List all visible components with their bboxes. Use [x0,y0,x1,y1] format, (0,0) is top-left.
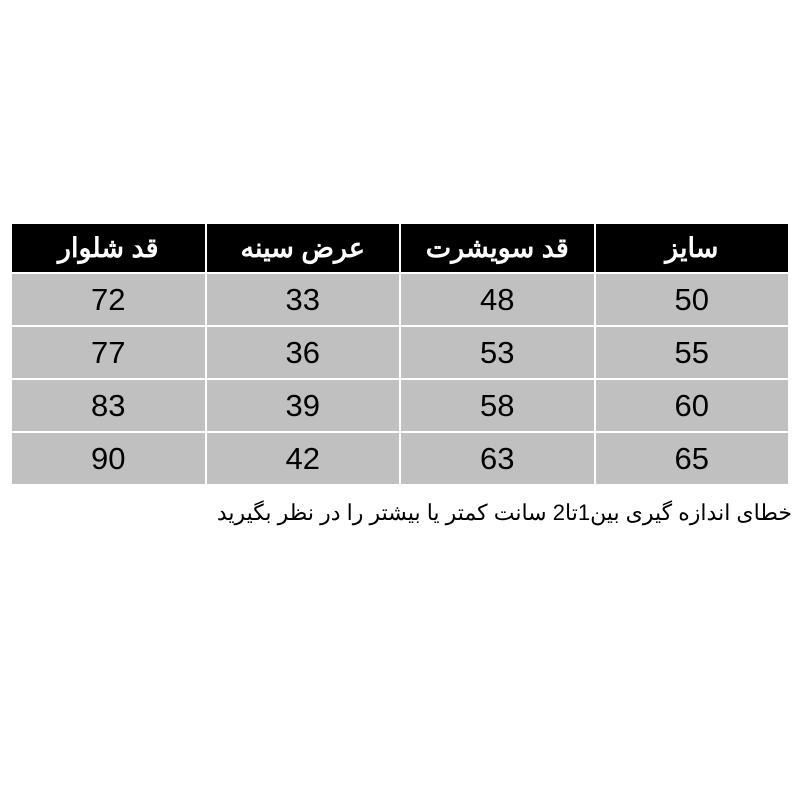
header-row: سایز قد سویشرت عرض سینه قد شلوار [12,224,788,272]
cell-size: 60 [595,380,788,431]
table-row: 55 53 36 77 [12,327,788,378]
cell-size: 55 [595,327,788,378]
table-row: 65 63 42 90 [12,433,788,484]
table-row: 60 58 39 83 [12,380,788,431]
cell-size: 50 [595,274,788,325]
cell-hoodie-length: 58 [401,380,594,431]
measurement-error-note: خطای اندازه گیری بین1تا2 سانت کمتر یا بی… [216,500,792,525]
cell-pants-length: 77 [12,327,205,378]
size-chart-table: سایز قد سویشرت عرض سینه قد شلوار 50 48 3… [10,222,790,486]
header-chest-width: عرض سینه [206,224,399,272]
cell-hoodie-length: 63 [401,433,594,484]
cell-pants-length: 72 [12,274,205,325]
cell-chest-width: 42 [206,433,399,484]
cell-pants-length: 90 [12,433,205,484]
cell-hoodie-length: 53 [401,327,594,378]
cell-chest-width: 39 [206,380,399,431]
cell-size: 65 [595,433,788,484]
cell-hoodie-length: 48 [401,274,594,325]
cell-pants-length: 83 [12,380,205,431]
table-row: 50 48 33 72 [12,274,788,325]
header-hoodie-length: قد سویشرت [401,224,594,272]
header-pants-length: قد شلوار [12,224,205,272]
header-size: سایز [595,224,788,272]
cell-chest-width: 36 [206,327,399,378]
cell-chest-width: 33 [206,274,399,325]
